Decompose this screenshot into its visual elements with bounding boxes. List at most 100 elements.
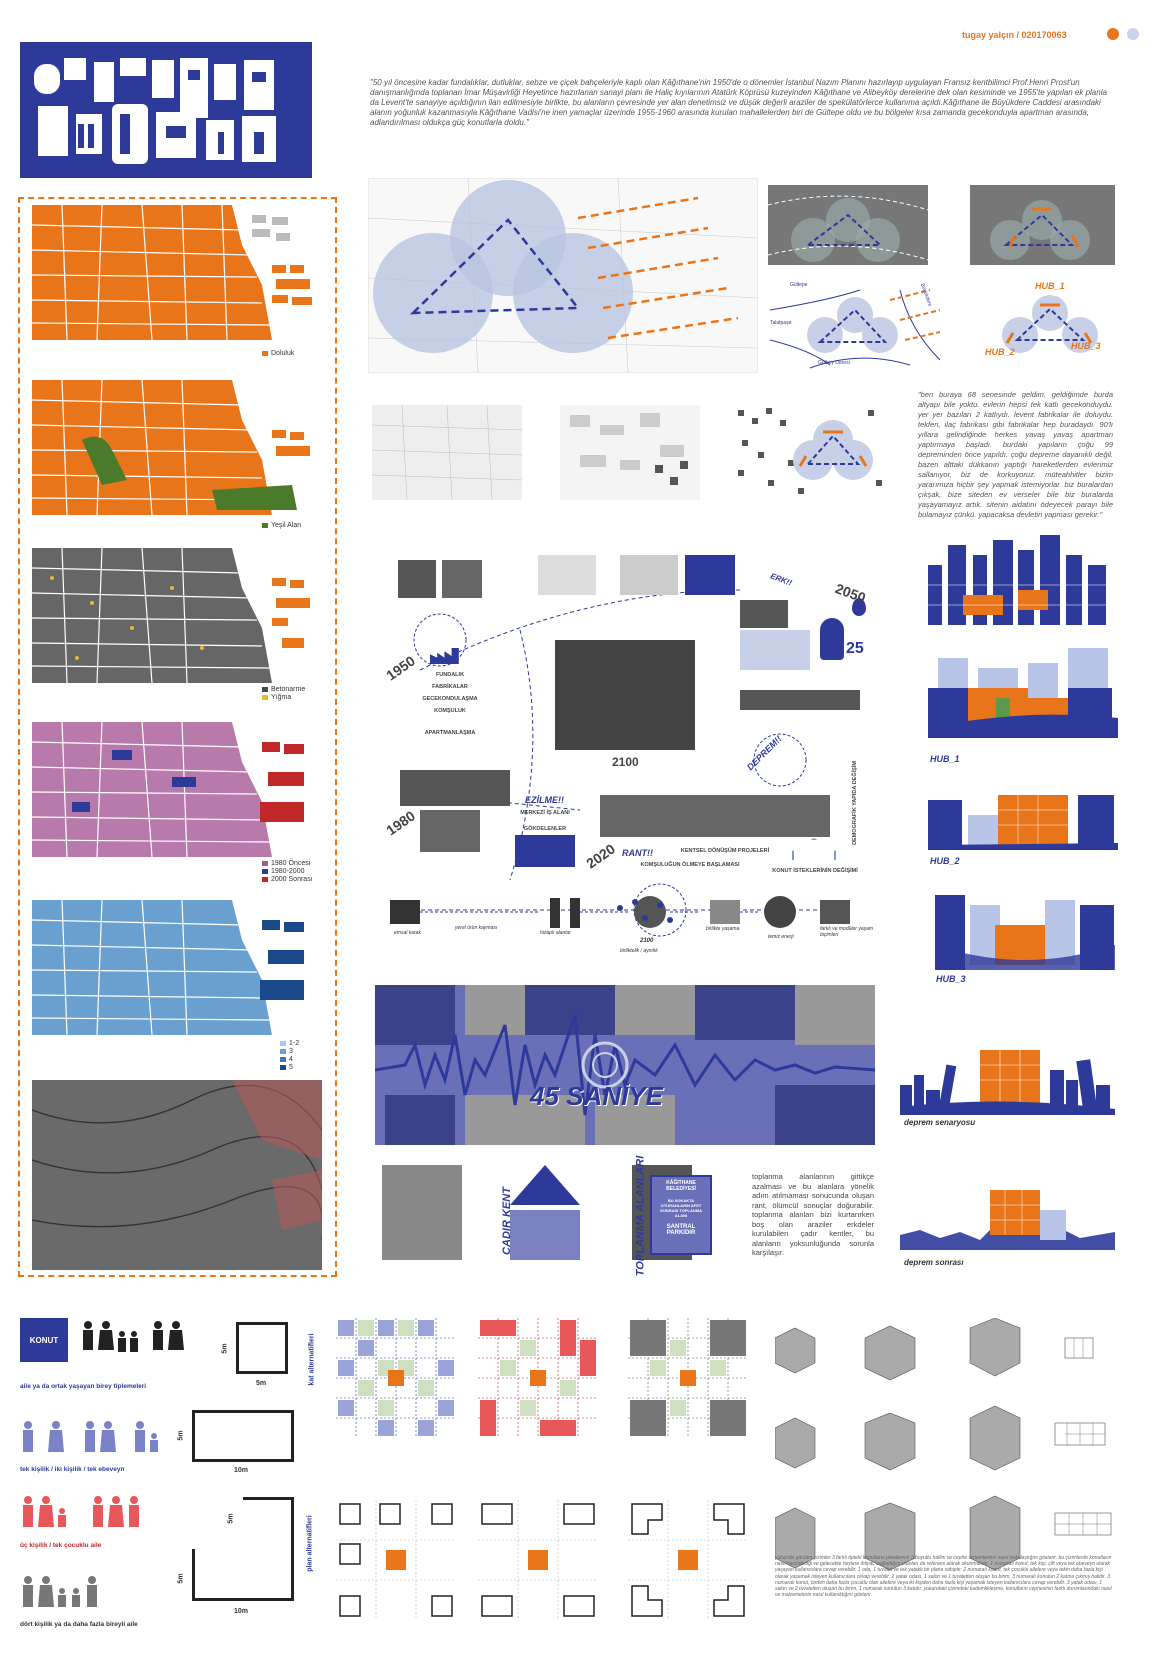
label-toplanma-alanlari: TOPLANMA ALANLARI [634,1155,647,1277]
legend-swatch [262,876,268,882]
plan-grid-3 [628,1500,748,1620]
road-label-gultepe: Gültepe [790,282,808,288]
caption-deprem-senaryosu: deprem senaryosu [904,1118,976,1127]
photo-city-2100 [555,640,695,750]
photo-2020-strip [600,795,830,837]
icon-label-7: temiz enerji [768,934,794,940]
map-building-age [32,722,322,857]
figure-ground-3 [728,400,888,500]
photo-world-map [740,630,810,670]
caption-deprem-sonrasi: deprem sonrası [904,1258,964,1267]
family-icons-3 [20,1495,150,1537]
label-plan-alternatifleri: plan alternatifleri [306,1515,314,1572]
legend-swatch [262,868,268,874]
icon-label-4: 2100 [640,938,654,944]
icon-label-2: yerel ürün kayması [455,925,498,931]
photo-1950-b [442,560,482,598]
legend-green: Yeşil Alan [262,522,301,530]
stage-apartman: APARTMANLAŞMA [424,730,476,736]
quake-title: 45 SANİYE [530,1081,663,1111]
unit-plan-2 [192,1410,294,1462]
hub1-label: HUB_1 [1035,281,1065,291]
blue-dot-icon [1127,28,1139,40]
legend-label: 2000 Sonrası [271,876,313,883]
hub3-elevation [935,895,1115,970]
hub3-caption: HUB_3 [936,974,966,984]
legend-swatch [280,1048,286,1054]
icon-label-6: birlikte yaşama [706,926,740,932]
sign-line-3: SANTRAL PARKIDIR [666,1224,696,1236]
number-25: 25 [846,640,864,657]
photo-tent-grid [382,1165,462,1260]
stage-gecekondu: GECEKONDULAŞMA [422,696,478,702]
assembly-sign: KÂĞITHANE BELEDİYESİ BU SOKAKTA OTURANLA… [650,1175,712,1255]
legend-building-age: 1980 Öncesi 1980-2000 2000 Sonrası [262,860,313,884]
stage-list: FUNDALIK FABRİKALAR GECEKONDULAŞMA KOMŞU… [400,672,500,736]
logo-block [20,42,312,178]
legend-swatch [262,350,268,356]
icon-label-8: farklı ve modüler yaşam biçimleri [820,926,874,938]
aerial-view-2 [970,185,1115,265]
person-silhouette-icon [820,618,844,660]
hub1-elevation [928,648,1118,738]
dim-10m-b: 10m [234,1608,249,1615]
hub3-label: HUB_3 [1071,341,1101,351]
legend-swatch [280,1056,286,1062]
photo-1950 [398,560,436,598]
family-icons-2 [20,1420,170,1462]
hub1-caption: HUB_1 [930,754,960,764]
water-drop-icon [852,598,866,616]
road-label-deresi: Gülbey Deresi [818,360,850,366]
konut-badge: KONUT [20,1318,68,1362]
label-rant: RANT!! [622,848,653,858]
label-gokdelenler: GÖKDELENLER [523,826,567,832]
map-density [32,205,322,340]
legend-label: Yığma [271,694,292,701]
group-label-4: dört kişilik ya da daha fazla bireyli ai… [20,1621,138,1628]
tent-icon [510,1165,580,1205]
group-label-3: üç kişilik / tek çocuklu aile [20,1542,102,1549]
future-icons-row [380,890,880,950]
author-label: tugay yalçın / 020170063 [962,30,1067,40]
earthquake-collage: 45 SANİYE [374,985,876,1145]
stage-fabrikalar: FABRİKALAR [432,684,468,690]
map-floor-count [32,900,322,1035]
resident-quote: "ben buraya 68 senesinde geldim. geldiği… [918,390,1113,519]
legend-structure: Betonarme Yığma [262,686,305,702]
icon-label-1: emsal karak [394,930,421,936]
konut-description: yukarıda görülen çizimler 3 farklı tipte… [775,1555,1112,1599]
family-icons-4 [20,1575,110,1617]
family-icons-1 [80,1320,195,1362]
stage-komsuluk: KOMŞULUK [434,708,466,714]
aerial-view-1 [767,185,929,265]
legend-label: 1-2 [289,1040,300,1047]
label-konut-istek: KONUT İSTEKLERİNİN DEĞİŞİMİ [772,868,858,874]
skyline-tower-render [918,535,1113,625]
plan-grid-2 [478,1500,598,1620]
legend-label: 5 [289,1064,293,1071]
dim-10m-a: 10m [234,1467,249,1474]
photo-tents [510,1210,580,1260]
label-demografik: DEMOGRAFİK YAPIDA DEĞİŞİM [852,761,858,845]
year-2100: 2100 [612,755,639,769]
hub2-label: HUB_2 [985,347,1015,357]
legend-label: 1980-2000 [271,868,305,875]
orange-dot-icon [1107,28,1119,40]
legend-label: Betonarme [271,686,306,693]
map-structure [32,548,322,683]
hub2-caption: HUB_2 [930,856,960,866]
legend-swatch [262,522,268,528]
intro-paragraph: "50 yıl öncesine kadar fundalıklar, dutl… [370,78,1107,127]
photo-crowd [740,600,788,628]
legend-swatch [262,686,268,692]
legend-swatch [280,1040,286,1046]
photo-1980-b [420,810,480,852]
logo-graphic [34,58,276,164]
floor-grid-1 [336,1318,456,1438]
unit-plan-1 [236,1322,288,1374]
legend-density: Doluluk [262,350,294,358]
analysis-maps-frame [18,197,337,1277]
sign-line-1: KÂĞITHANE BELEDİYESİ [666,1180,696,1192]
photo-waste [740,690,860,710]
label-ezilme: EZİLME!! [525,795,564,805]
